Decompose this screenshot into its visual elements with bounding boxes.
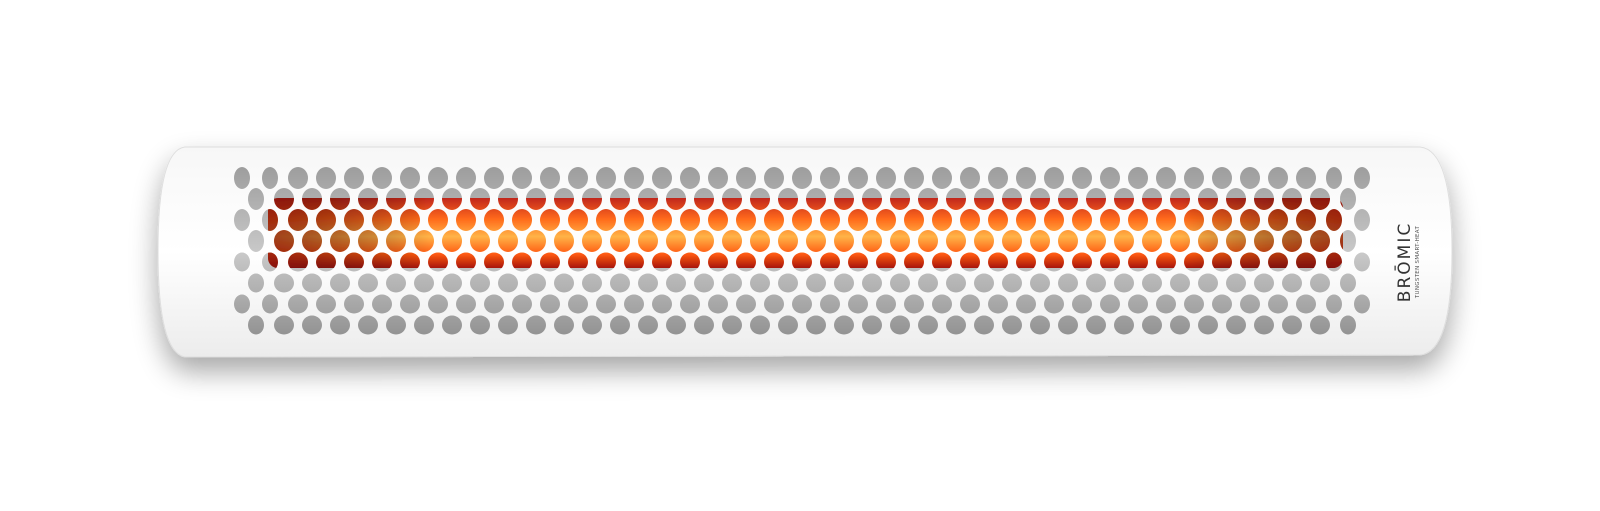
tagline: TUNGSTEN SMART-HEAT [1415,226,1421,300]
brand: BRŌMIC [1393,222,1415,302]
logo: BRŌMIC TUNGSTEN SMART-HEAT [1393,222,1421,302]
heater-body [157,146,1453,358]
heater [157,146,1453,358]
